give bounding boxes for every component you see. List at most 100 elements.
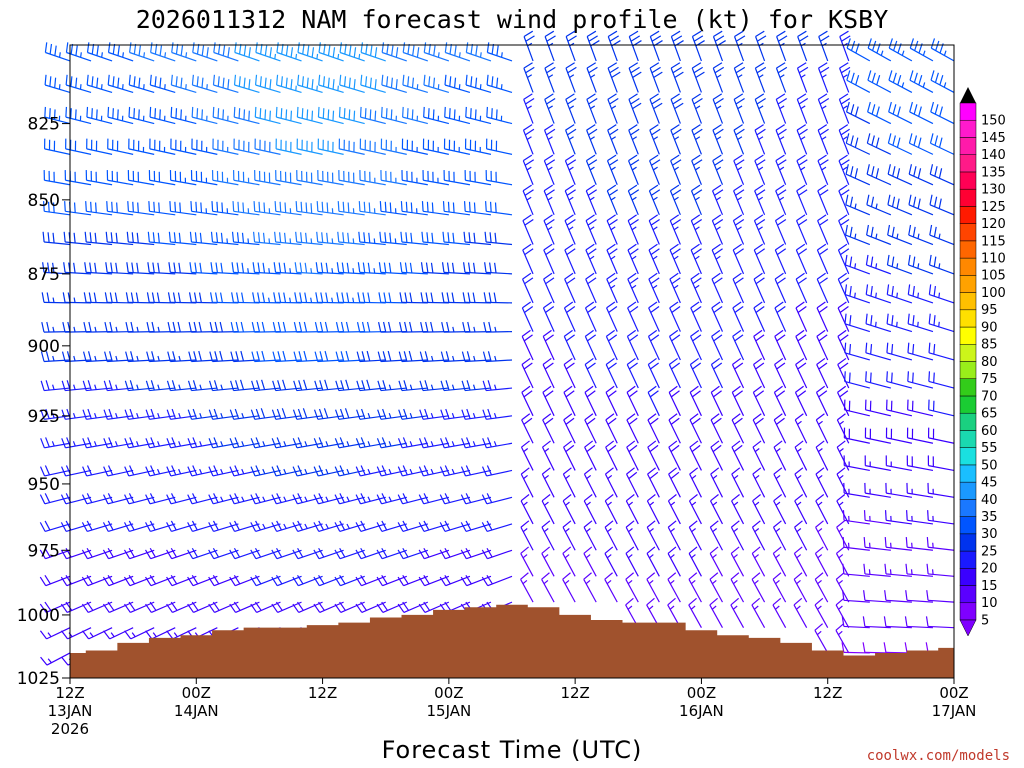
wind-barb-feather <box>444 74 447 86</box>
wind-barb <box>846 70 871 93</box>
wind-barb <box>483 321 513 333</box>
colorbar-label: 95 <box>981 303 998 318</box>
wind-barb-feather <box>439 494 446 505</box>
wind-barb-feather <box>487 437 492 448</box>
wind-barb-feather <box>586 124 596 131</box>
wind-barb-feather <box>487 351 492 362</box>
wind-barb-feather <box>285 45 289 56</box>
wind-barb-feather <box>897 106 901 117</box>
wind-barb-shaft <box>607 129 618 155</box>
wind-barb-feather <box>297 437 303 448</box>
wind-barb-feather <box>83 292 87 303</box>
wind-barb-feather <box>271 549 278 559</box>
wind-barb <box>61 351 92 363</box>
wind-barb-feather <box>411 109 414 120</box>
wind-barb-feather <box>735 35 746 42</box>
wind-barb-feather <box>384 201 387 213</box>
wind-barb-shaft <box>772 579 787 603</box>
wind-barb-shaft <box>45 549 71 560</box>
wind-barb-feather <box>314 322 319 333</box>
wind-barb-feather <box>709 546 719 554</box>
wind-barb-shaft <box>380 210 407 216</box>
wind-barb-half-feather <box>526 196 532 201</box>
wind-barb-feather <box>418 438 424 449</box>
wind-barb <box>43 170 71 186</box>
wind-barb <box>775 62 788 93</box>
wind-barb-feather <box>667 572 677 580</box>
wind-barb-shaft <box>403 51 429 62</box>
wind-barb-half-feather <box>736 226 742 231</box>
wind-barb-feather <box>494 232 497 244</box>
wind-barb-feather <box>178 262 181 274</box>
wind-barb-shaft <box>731 364 745 389</box>
wind-barb-feather <box>489 201 492 213</box>
wind-barb-feather <box>544 362 554 370</box>
wind-barb-shaft <box>521 419 534 444</box>
wind-barb-shaft <box>711 190 724 216</box>
wind-barb <box>520 467 534 498</box>
wind-barb-feather <box>773 494 783 502</box>
wind-barb-feather <box>587 218 597 226</box>
wind-barb-shaft <box>625 500 639 525</box>
wind-barb-shaft <box>44 496 71 505</box>
wind-barb-feather <box>397 549 404 559</box>
wind-barb-feather <box>628 93 638 100</box>
wind-barb-feather <box>360 465 366 476</box>
wind-barb-shaft <box>108 523 134 532</box>
wind-barb-half-feather <box>226 238 229 244</box>
wind-barb-feather <box>361 408 366 419</box>
wind-barb-feather <box>491 76 494 87</box>
wind-barb-half-feather <box>325 468 329 475</box>
wind-barb-feather <box>301 76 305 87</box>
wind-barb-feather <box>146 292 150 303</box>
wind-barb-shaft <box>667 500 681 525</box>
wind-barb-feather <box>819 218 829 226</box>
wind-barb-half-feather <box>874 321 877 327</box>
wind-barb <box>885 482 913 498</box>
wind-barb <box>486 42 513 62</box>
wind-barb-half-feather <box>691 528 696 533</box>
wind-barb <box>604 494 618 525</box>
wind-barb <box>544 93 556 124</box>
wind-barb-feather <box>542 357 552 365</box>
wind-barb-feather <box>208 576 215 587</box>
wind-barb-shaft <box>627 249 639 275</box>
wind-barb <box>585 272 597 304</box>
wind-barb-half-feather <box>910 569 913 575</box>
wind-barb-shaft <box>107 387 134 392</box>
wind-barb <box>212 138 239 155</box>
wind-barb-feather <box>397 438 403 449</box>
wind-barb <box>213 42 239 62</box>
wind-barb-shaft <box>401 387 428 392</box>
wind-barb-feather <box>710 385 720 393</box>
wind-barb-shaft <box>443 387 470 392</box>
wind-barb-shaft <box>541 473 555 498</box>
y-tick-label: 1000 <box>17 606 60 626</box>
wind-barb-shaft <box>604 553 618 577</box>
wind-barb-feather <box>313 603 321 613</box>
wind-barb-feather <box>909 70 914 81</box>
wind-barb <box>885 427 913 444</box>
wind-barb-shaft <box>66 51 92 62</box>
wind-barb <box>670 154 682 185</box>
wind-barb <box>254 170 281 186</box>
wind-barb-shaft <box>626 364 639 389</box>
wind-barb-feather <box>217 76 220 87</box>
wind-barb-half-feather <box>590 105 596 110</box>
wind-barb-shaft <box>401 271 428 275</box>
wind-barb-feather <box>798 189 808 196</box>
wind-barb-half-feather <box>73 384 76 390</box>
wind-barb-shaft <box>838 129 850 155</box>
wind-barb-feather <box>180 45 184 56</box>
wind-barb <box>930 101 955 125</box>
wind-barb-feather <box>125 351 129 362</box>
wind-barb-shaft <box>607 36 618 62</box>
wind-barb <box>841 616 870 629</box>
wind-barb-shaft <box>191 387 218 392</box>
wind-barb-shaft <box>192 84 218 94</box>
wind-barb-feather <box>562 520 572 528</box>
wind-barb-feather <box>159 109 161 120</box>
wind-barb-feather <box>793 546 803 554</box>
wind-barb-feather <box>426 201 429 213</box>
wind-barb-feather <box>191 601 199 611</box>
